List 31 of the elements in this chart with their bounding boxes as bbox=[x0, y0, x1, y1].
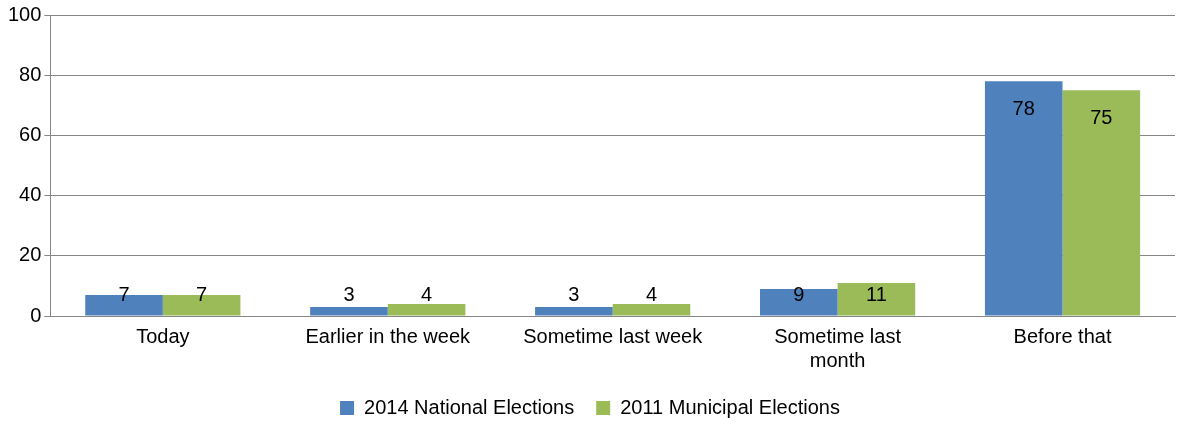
data-label: 4 bbox=[645, 283, 658, 306]
bar bbox=[535, 306, 613, 316]
bar bbox=[984, 81, 1063, 316]
y-tick-label: 0 bbox=[30, 303, 42, 326]
bar bbox=[310, 306, 388, 316]
y-tick-label: 60 bbox=[19, 122, 42, 145]
x-tick-label: Before that bbox=[1013, 324, 1112, 347]
data-label: 7 bbox=[118, 283, 130, 306]
data-label: 7 bbox=[196, 283, 208, 306]
data-label: 11 bbox=[866, 283, 887, 306]
data-label: 3 bbox=[343, 283, 355, 306]
bar bbox=[612, 303, 691, 316]
x-tick-label: Sometime last week bbox=[523, 324, 704, 347]
legend-label: 2014 National Elections bbox=[364, 395, 575, 418]
bar bbox=[1062, 90, 1141, 316]
y-tick-label: 40 bbox=[19, 183, 42, 206]
data-label: 3 bbox=[568, 283, 580, 306]
data-label: 4 bbox=[421, 283, 433, 306]
data-label: 9 bbox=[793, 283, 805, 306]
bar bbox=[837, 282, 916, 316]
x-tick-label: Earlier in the week bbox=[305, 324, 472, 347]
y-tick-label: 20 bbox=[19, 243, 42, 266]
data-label: 75 bbox=[1090, 105, 1113, 128]
bar bbox=[387, 303, 466, 316]
x-tick-label: Sometime last month bbox=[774, 324, 902, 371]
y-tick-label: 100 bbox=[7, 2, 42, 25]
bar bbox=[760, 288, 838, 316]
data-label: 78 bbox=[1012, 96, 1035, 119]
y-tick-label: 80 bbox=[19, 62, 42, 85]
legend-label: 2011 Municipal Elections bbox=[620, 395, 840, 418]
x-tick-label: Today bbox=[136, 324, 190, 347]
